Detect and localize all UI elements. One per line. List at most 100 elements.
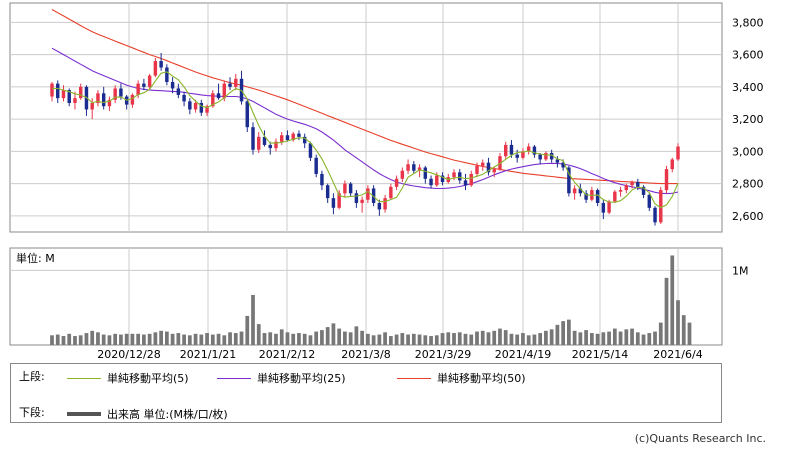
volume-bar [584, 330, 588, 345]
candle [653, 206, 657, 226]
volume-bar [555, 324, 560, 345]
candle [595, 188, 600, 207]
candle [538, 152, 542, 165]
candle-body [647, 194, 652, 208]
volume-bar [348, 332, 353, 345]
volume-bar [366, 333, 370, 345]
volume-tick-label: 1M [732, 264, 749, 277]
candle-body [475, 165, 479, 174]
price-panel: 2,600 2,800 3,000 3,200 3,400 3,600 3,800 [9, 2, 764, 233]
candle-body [676, 146, 680, 160]
candle-body [498, 156, 502, 170]
candle-body [176, 88, 181, 95]
candle [337, 190, 341, 210]
candle-body [113, 88, 117, 100]
candle-body [360, 199, 364, 203]
volume-bar [658, 322, 663, 345]
candle [371, 185, 376, 207]
candle [325, 183, 330, 203]
volume-bar [549, 329, 554, 345]
candle [90, 98, 94, 120]
candle [572, 185, 577, 200]
candle [61, 85, 66, 102]
ma25-swatch [217, 377, 251, 379]
ma50-line [51, 9, 678, 185]
volume-bar [492, 330, 497, 345]
candle [412, 161, 416, 174]
candle-body [136, 83, 140, 95]
candle-body [216, 93, 221, 99]
volume-bar [142, 334, 146, 345]
price-tick-label: 2,600 [732, 210, 764, 223]
candle-body [389, 186, 393, 199]
ma50-swatch [397, 377, 431, 379]
volume-bar [136, 333, 141, 345]
legend-volume: 出来高 単位:(M株/口/枚) [67, 406, 228, 422]
candle-body [664, 169, 669, 191]
price-tick-label: 3,000 [732, 145, 764, 158]
candle [73, 91, 77, 110]
volume-bar [618, 331, 623, 345]
candle-body [205, 106, 209, 113]
candle [636, 178, 640, 191]
candle-body [320, 173, 324, 186]
candle-body [228, 83, 232, 87]
candle-body [435, 175, 439, 186]
candle-body [354, 193, 359, 203]
candle-body [555, 159, 560, 163]
candle [440, 172, 445, 186]
candle [578, 183, 583, 197]
candle-body [492, 169, 496, 173]
candle-body [526, 146, 531, 152]
candle [78, 83, 83, 100]
candle-body [170, 82, 175, 89]
legend-ma25: 単純移動平均(25) [217, 370, 346, 386]
candle [285, 130, 290, 142]
candle-body [308, 143, 313, 158]
candle-body [56, 83, 60, 99]
candle-body [509, 144, 514, 155]
candle [348, 182, 353, 197]
volume-bar [245, 315, 250, 345]
candle-body [429, 178, 433, 186]
legend-ma5: 単純移動平均(5) [67, 370, 189, 386]
volume-bar [61, 336, 66, 345]
candle-body [371, 188, 376, 203]
candle-body [96, 93, 100, 103]
legend-upper-label: 上段: [19, 370, 45, 383]
volume-bar [274, 333, 278, 345]
volume-bar [239, 331, 244, 345]
price-tick-label: 3,200 [732, 113, 764, 126]
volume-bar [113, 333, 118, 345]
volume-bar [337, 328, 342, 345]
volume-bar [480, 330, 485, 345]
candle [262, 130, 267, 147]
candle-body [383, 198, 387, 210]
candle [245, 99, 249, 133]
volume-bar [176, 333, 181, 345]
candle-body [458, 172, 462, 181]
candle-body [406, 164, 410, 171]
x-tick-label: 2021/3/29 [415, 348, 471, 361]
volume-bar [331, 323, 336, 345]
candle [320, 170, 324, 191]
x-tick-label: 2021/4/19 [495, 348, 551, 361]
legend-upper-row: 上段: [19, 370, 45, 384]
volume-panel: 1M 単位: M 2020/12/28 2021/1/21 2021/2/12 2021/… [9, 247, 749, 361]
volume-bar [314, 331, 319, 345]
volume-bar [73, 336, 77, 345]
candle [458, 169, 462, 184]
volume-bar [681, 315, 686, 345]
volume-bar [291, 333, 296, 345]
volume-bar [400, 333, 405, 345]
candle [101, 86, 106, 110]
candle [297, 130, 301, 141]
volume-bar [187, 335, 192, 345]
volume-bar [676, 300, 680, 345]
candle [526, 143, 531, 155]
candle-body [61, 90, 66, 99]
candle-body [262, 136, 267, 145]
candle [670, 157, 674, 173]
candle-body [101, 93, 106, 107]
candle [165, 64, 169, 86]
